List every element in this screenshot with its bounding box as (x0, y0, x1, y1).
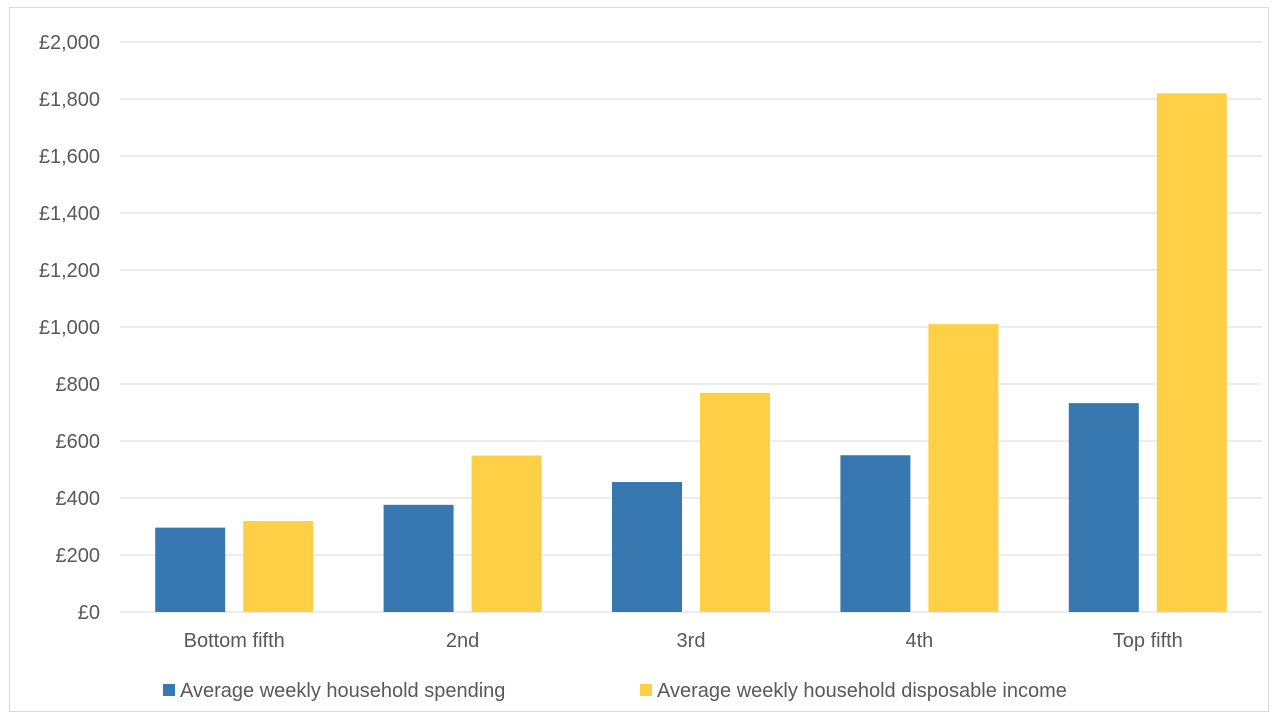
x-tick-label: Top fifth (1113, 630, 1183, 652)
legend-swatch-disposable-income (640, 684, 652, 696)
y-tick-label: £1,400 (39, 203, 100, 225)
x-tick-label: 3rd (677, 630, 706, 652)
x-tick-label: 2nd (446, 630, 479, 652)
y-tick-label: £1,800 (39, 89, 100, 111)
bar-spending (1069, 403, 1139, 612)
legend-label-disposable-income: Average weekly household disposable inco… (657, 680, 1067, 702)
y-tick-label: £400 (56, 488, 101, 510)
y-axis-tick-labels: £0 £200 £400 £600 £800 £1,000 £1,200 £1,400 £1,6… (39, 32, 100, 624)
y-tick-label: £600 (56, 431, 101, 453)
bars (155, 93, 1227, 612)
x-tick-label: Bottom fifth (184, 630, 285, 652)
bar-disposable-income (928, 324, 998, 612)
legend-label-spending: Average weekly household spending (180, 680, 505, 702)
y-tick-label: £1,600 (39, 146, 100, 168)
y-tick-label: £0 (78, 602, 100, 624)
y-tick-label: £1,200 (39, 260, 100, 282)
bar-spending (612, 482, 682, 612)
bar-disposable-income (472, 456, 542, 612)
y-tick-label: £2,000 (39, 32, 100, 54)
bar-spending (384, 505, 454, 612)
x-axis-tick-labels: Bottom fifth 2nd 3rd 4th Top fifth (184, 630, 1183, 652)
legend: Average weekly household spending Average… (163, 680, 1067, 702)
y-tick-label: £800 (56, 374, 101, 396)
bar-disposable-income (243, 521, 313, 612)
y-tick-label: £1,000 (39, 317, 100, 339)
bar-disposable-income (700, 393, 770, 612)
bar-spending (155, 528, 225, 612)
x-tick-label: 4th (905, 630, 933, 652)
y-tick-label: £200 (56, 545, 101, 567)
legend-swatch-spending (163, 684, 175, 696)
bar-disposable-income (1157, 93, 1227, 612)
bar-spending (840, 455, 910, 612)
